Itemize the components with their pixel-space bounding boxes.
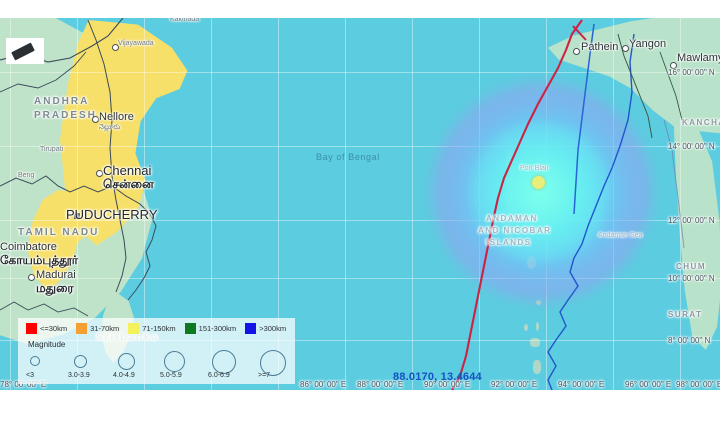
graticule-label-lat-16: 16° 00' 00" N (668, 68, 715, 77)
legend-magnitude-label-1: 3.0-3.9 (68, 372, 90, 379)
graticule-label-lon-90: 90° 00' 00" E (424, 380, 471, 389)
city-label-coimbatore-local: கோயம்புத்தூர் (0, 253, 79, 267)
legend-magnitude-label-2: 4.0-4.9 (113, 372, 135, 379)
legend-magnitude-circle-0 (30, 356, 40, 366)
city-label-vijayawada: Vijayawada (118, 40, 154, 47)
legend-depth-item-3: 151-300km (184, 323, 237, 334)
state-label-andaman-line2: AND NICOBAR (478, 226, 552, 235)
map-top-margin (0, 0, 720, 18)
legend-depth-label-2: 71-150km (142, 324, 176, 333)
landmass-great-nicobar (533, 360, 541, 374)
graticule-label-lon-96: 96° 00' 00" E (625, 380, 672, 389)
graticule-line-lat-10 (0, 278, 720, 279)
map-bottom-margin (0, 392, 720, 432)
state-label-surat: SURAT (668, 310, 703, 319)
legend-depth-label-1: 31-70km (90, 324, 120, 333)
graticule-label-lon-94: 94° 00' 00" E (558, 380, 605, 389)
city-dot-yangon (622, 45, 629, 52)
city-label-madurai-local: மதுரை (36, 281, 74, 295)
state-label-andaman-line1: ANDAMAN (486, 214, 538, 223)
graticule-line-lat-16 (0, 72, 720, 73)
legend-depth-swatch-1 (76, 323, 88, 334)
legend-depth-swatch-2 (128, 323, 140, 334)
legend-depth-item-4: >300km (245, 323, 286, 334)
city-label-chennai: Chennai (103, 163, 152, 178)
legend-magnitude-circle-5 (260, 350, 286, 376)
graticule-line-lat-8 (0, 340, 720, 341)
graticule-label-lat-8: 8° 00' 00" N (668, 336, 711, 345)
sea-label-andaman-sea: Andaman Sea (598, 232, 643, 239)
quake-marker[interactable] (532, 176, 545, 189)
legend-magnitude-circle-1 (74, 355, 87, 368)
landmass-nicobar-islet-a (524, 324, 528, 331)
legend-magnitude-label-3: 5.0-5.9 (160, 372, 182, 379)
map-legend: <=30km 31-70km 71-150km 151-300km >300km… (18, 318, 295, 384)
legend-depth-label-4: >300km (259, 324, 287, 333)
graticule-line-lat-14 (0, 146, 720, 147)
graticule-line-lon-90 (412, 18, 413, 390)
city-marker-puducherry (74, 213, 80, 219)
legend-magnitude-circle-4 (212, 350, 236, 374)
graticule-label-lon-92: 92° 00' 00" E (491, 380, 538, 389)
city-label-nellore: Nellore (99, 111, 134, 123)
graticule-label-lat-10: 10° 00' 00" N (668, 274, 715, 283)
graticule-label-lon-86: 86° 00' 00" E (300, 380, 347, 389)
city-label-tirupati: Tirupati (40, 146, 64, 153)
state-label-andhra-line2: PRADESH (34, 110, 97, 121)
legend-magnitude-label-5: >=7 (258, 372, 271, 379)
legend-depth-swatch-3 (184, 323, 196, 334)
legend-magnitude-title: Magnitude (28, 340, 66, 349)
state-label-kanchanaburi: KANCHA (682, 118, 720, 127)
legend-depth-label-3: 151-300km (198, 324, 237, 333)
graticule-label-lon-98: 98° 00' 00" E (676, 380, 720, 389)
city-dot-chennai (96, 170, 103, 177)
graticule-label-lat-12: 12° 00' 00" N (668, 216, 715, 225)
legend-depth-row: <=30km 31-70km 71-150km 151-300km >300km (26, 323, 291, 334)
legend-magnitude-circle-2 (118, 353, 135, 370)
legend-magnitude-circle-3 (164, 351, 185, 372)
legend-depth-item-0: <=30km (26, 323, 67, 334)
city-label-nellore-local: నెల్లూరు (99, 124, 121, 131)
graticule-line-lon-84 (211, 18, 212, 390)
graticule-line-lon-88 (345, 18, 346, 390)
coordinate-readout: 88.0170, 13.4644 (393, 371, 482, 383)
city-label-kakinada: Kakinada (170, 16, 200, 23)
city-label-port-blair: Port Blair (520, 165, 549, 172)
graticule-line-lon-78 (10, 18, 11, 390)
sea-label-bay-of-bengal: Bay of Bengal (316, 152, 380, 162)
legend-depth-swatch-4 (245, 323, 257, 334)
city-dot-vijayawada (112, 44, 119, 51)
graticule-label-lon-88: 88° 00' 00" E (357, 380, 404, 389)
legend-depth-label-0: <=30km (40, 324, 68, 333)
legend-magnitude-row: <3 3.0-3.9 4.0-4.9 5.0-5.9 6.0-6.9 >=7 (24, 350, 292, 384)
state-label-tamil-nadu: TAMIL NADU (18, 227, 100, 238)
legend-depth-item-1: 31-70km (76, 323, 119, 334)
graticule-label-lon-78: 78° 00' 00" E (0, 380, 47, 389)
city-label-yangon: Yangon (629, 38, 667, 50)
graticule-line-lon-86 (278, 18, 279, 390)
city-dot-pathein (573, 48, 580, 55)
legend-magnitude-label-4: 6.0-6.9 (208, 372, 230, 379)
legend-depth-item-2: 71-150km (128, 323, 176, 334)
map-canvas[interactable]: Kakinada Vijayawada ANDHRA PRADESH Nello… (0, 0, 720, 390)
city-dot-madurai (28, 274, 35, 281)
city-label-puducherry: PUDUCHERRY (66, 207, 158, 222)
city-dot-nellore (92, 116, 99, 123)
state-label-chumphon: CHUM (676, 262, 706, 271)
state-label-andhra-line1: ANDHRA (34, 96, 90, 107)
graticule-line-lat-12 (0, 220, 720, 221)
city-label-coimbatore: Coimbatore (0, 241, 57, 253)
legend-depth-swatch-0 (26, 323, 37, 334)
city-label-bengaluru: Beng (18, 172, 35, 179)
city-label-madurai: Madurai (36, 269, 76, 281)
city-label-mawlamyine: Mawlamyin (677, 52, 720, 64)
city-label-chennai-local: சென்னை (103, 177, 154, 191)
legend-magnitude-label-0: <3 (26, 372, 34, 379)
graticule-label-lat-14: 14° 00' 00" N (668, 142, 715, 151)
state-label-andaman-line3: ISLANDS (486, 238, 532, 247)
city-label-pathein: Pathein (581, 41, 619, 53)
city-dot-mawlamyine (670, 62, 677, 69)
landmass-nicobar-islet-b (536, 322, 539, 331)
